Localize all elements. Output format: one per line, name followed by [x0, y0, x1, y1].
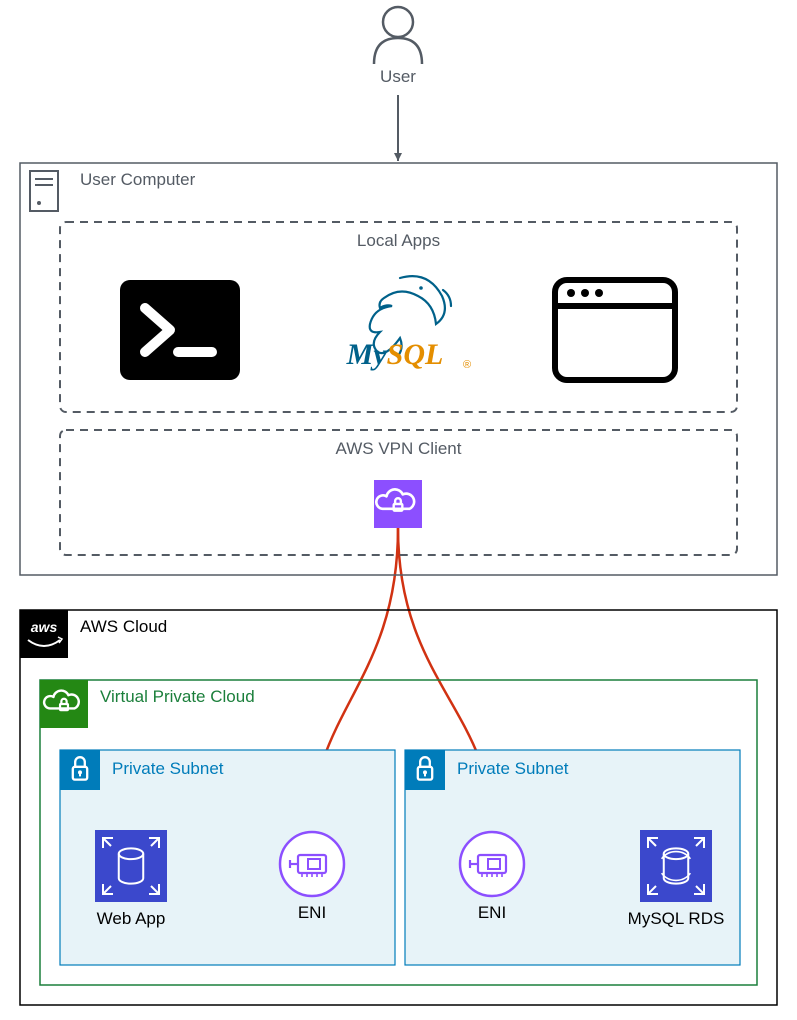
mysql-rds-label: MySQL RDS	[628, 909, 725, 928]
window-icon	[555, 280, 675, 380]
private-subnet-title: Private Subnet	[112, 759, 224, 778]
mysql-wordmark: MySQL	[346, 338, 444, 371]
webapp-icon	[95, 830, 167, 902]
eni-icon	[280, 832, 344, 896]
user-label: User	[380, 67, 416, 86]
vpc-badge-icon	[40, 680, 88, 728]
user-icon: User	[374, 7, 422, 86]
mysql-rds-icon	[640, 830, 712, 902]
eni-icon	[460, 832, 524, 896]
terminal-icon	[120, 280, 240, 380]
aws-logo-icon: aws	[31, 619, 58, 635]
aws-cloud-title: AWS Cloud	[80, 617, 167, 636]
lock-icon	[405, 750, 445, 790]
server-icon	[30, 171, 58, 211]
user-computer-title: User Computer	[80, 170, 196, 189]
local-apps-title: Local Apps	[357, 231, 440, 250]
eni-left-label: ENI	[298, 903, 326, 922]
private-subnet-title: Private Subnet	[457, 759, 569, 778]
vpc-title: Virtual Private Cloud	[100, 687, 255, 706]
webapp-label: Web App	[97, 909, 166, 928]
eni-right-label: ENI	[478, 903, 506, 922]
vpn-client-title: AWS VPN Client	[336, 439, 462, 458]
mysql-icon: MySQL ®	[346, 276, 471, 371]
vpn-cloud-lock-icon	[374, 480, 422, 528]
lock-icon	[60, 750, 100, 790]
svg-text:®: ®	[463, 359, 471, 371]
